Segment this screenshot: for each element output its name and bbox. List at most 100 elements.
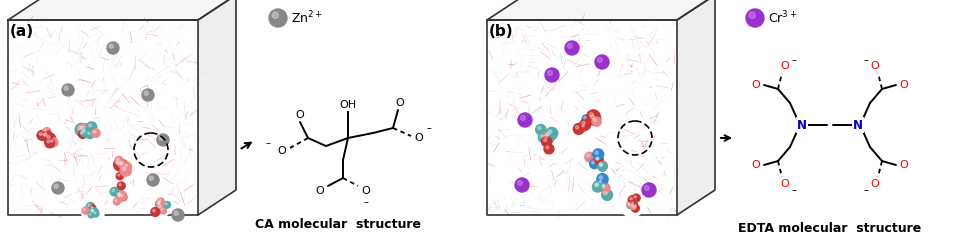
Circle shape <box>546 132 550 136</box>
Circle shape <box>546 127 558 139</box>
Circle shape <box>89 213 91 215</box>
Circle shape <box>54 184 58 188</box>
Circle shape <box>600 163 603 166</box>
Circle shape <box>580 119 591 130</box>
Circle shape <box>633 194 641 202</box>
Circle shape <box>120 193 127 201</box>
Circle shape <box>272 12 279 18</box>
Circle shape <box>81 128 90 137</box>
Circle shape <box>515 178 529 192</box>
Text: O: O <box>278 146 287 156</box>
Circle shape <box>600 183 610 193</box>
Circle shape <box>582 125 584 127</box>
Circle shape <box>42 131 53 142</box>
Circle shape <box>596 158 599 160</box>
Circle shape <box>541 136 552 147</box>
Circle shape <box>642 183 656 197</box>
Circle shape <box>81 126 85 130</box>
Circle shape <box>540 135 543 137</box>
Circle shape <box>593 182 603 192</box>
Circle shape <box>598 179 604 186</box>
Circle shape <box>600 164 603 167</box>
Circle shape <box>597 174 608 185</box>
Circle shape <box>118 174 120 176</box>
Circle shape <box>595 55 609 69</box>
Circle shape <box>116 173 124 180</box>
Circle shape <box>116 161 120 165</box>
Circle shape <box>627 202 633 209</box>
Circle shape <box>118 194 120 197</box>
Circle shape <box>43 128 51 136</box>
Circle shape <box>591 115 595 119</box>
Circle shape <box>538 133 548 142</box>
Circle shape <box>47 140 50 143</box>
Text: O: O <box>414 133 423 143</box>
Polygon shape <box>487 20 677 215</box>
Circle shape <box>746 9 764 27</box>
Polygon shape <box>198 0 236 215</box>
Circle shape <box>117 193 120 195</box>
Circle shape <box>118 160 126 168</box>
Circle shape <box>567 43 572 48</box>
Circle shape <box>90 208 98 217</box>
Circle shape <box>585 146 613 174</box>
Circle shape <box>575 126 579 129</box>
Circle shape <box>64 86 68 90</box>
Circle shape <box>644 186 649 190</box>
Circle shape <box>43 133 45 136</box>
Circle shape <box>589 113 594 117</box>
Circle shape <box>87 202 95 211</box>
Circle shape <box>595 151 599 154</box>
Circle shape <box>116 191 127 201</box>
Circle shape <box>596 157 599 160</box>
Circle shape <box>592 117 602 126</box>
Circle shape <box>79 130 87 138</box>
Circle shape <box>119 193 122 196</box>
Text: O: O <box>871 179 879 189</box>
Circle shape <box>80 132 83 134</box>
Circle shape <box>542 132 554 143</box>
Circle shape <box>630 197 633 200</box>
Text: –: – <box>265 138 270 148</box>
Circle shape <box>74 120 105 151</box>
Circle shape <box>160 207 167 214</box>
Circle shape <box>110 182 136 208</box>
Text: –: – <box>792 55 797 65</box>
Circle shape <box>142 89 154 101</box>
Text: Cr$^{3+}$: Cr$^{3+}$ <box>768 10 798 26</box>
Text: O: O <box>900 80 909 90</box>
Polygon shape <box>8 20 198 215</box>
Circle shape <box>49 138 58 147</box>
Circle shape <box>598 58 603 62</box>
Text: CA molecular  structure: CA molecular structure <box>255 219 421 232</box>
Circle shape <box>628 196 637 204</box>
Circle shape <box>88 212 94 218</box>
Polygon shape <box>8 0 236 20</box>
Circle shape <box>88 204 91 207</box>
Circle shape <box>544 130 555 141</box>
Circle shape <box>158 202 160 204</box>
Text: O: O <box>396 98 405 108</box>
Circle shape <box>600 180 602 182</box>
Circle shape <box>546 146 549 149</box>
Circle shape <box>92 129 100 137</box>
Circle shape <box>45 138 55 148</box>
Circle shape <box>594 119 597 122</box>
Circle shape <box>115 156 123 165</box>
Circle shape <box>521 116 526 120</box>
Circle shape <box>114 159 126 171</box>
Circle shape <box>592 161 595 164</box>
Circle shape <box>596 183 599 186</box>
Circle shape <box>164 201 171 208</box>
Circle shape <box>632 204 640 212</box>
Circle shape <box>544 138 547 142</box>
Circle shape <box>110 187 119 196</box>
Text: OH: OH <box>339 100 357 110</box>
Text: (b): (b) <box>489 24 514 39</box>
Circle shape <box>632 202 634 204</box>
Text: –: – <box>792 185 797 195</box>
Circle shape <box>124 162 132 170</box>
Circle shape <box>108 154 137 183</box>
Circle shape <box>157 203 166 213</box>
Circle shape <box>115 199 117 201</box>
